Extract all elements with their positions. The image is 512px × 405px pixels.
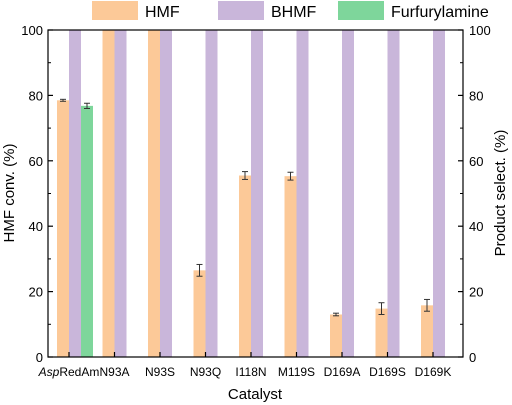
error-bar-hmf-d169k (424, 298, 430, 312)
x-tick-label: D169K (415, 365, 452, 379)
x-axis-ticks: AspRedAm N93A N93S N93Q I118N M119S D169A D169S… (38, 352, 452, 379)
x-tick-label: I118N (235, 365, 266, 379)
bar-bhmf-d169s (387, 30, 400, 357)
right-tick-label: 20 (469, 285, 483, 300)
legend-item-bhmf: BHMF (218, 1, 317, 21)
bar-hmf-n93a (102, 30, 115, 357)
x-tick-label: D169A (324, 365, 361, 379)
bar-hmf-d169s (375, 308, 388, 357)
x-tick-label: N93A (99, 365, 129, 379)
bar-bhmf-m119s (296, 30, 309, 357)
legend-item-hmf: HMF (92, 1, 180, 21)
legend-swatch (218, 1, 264, 20)
x-tick-label: AspRedAm (38, 365, 100, 379)
bar-hmf-aspredam (57, 100, 69, 358)
left-tick-label: 0 (36, 350, 43, 365)
bar-bhmf-i118n (251, 30, 263, 357)
legend-item-furfurylamine: Furfurylamine (338, 1, 489, 21)
bar-bhmf-d169k (433, 30, 445, 357)
bars (57, 30, 445, 358)
legend-swatch (92, 1, 138, 20)
left-axis-ticks: 0 20 40 60 80 100 (21, 23, 53, 365)
bar-bhmf-d169a (342, 30, 354, 357)
left-tick-label: 40 (29, 219, 43, 234)
right-tick-label: 100 (469, 23, 491, 38)
bar-bhmf-n93s (160, 30, 172, 357)
error-bar-hmf-aspredam (60, 98, 66, 102)
right-tick-label: 40 (469, 219, 483, 234)
bar-hmf-i118n (239, 175, 251, 357)
error-bar-hmf-n93q (196, 263, 203, 277)
error-bar-furfurylamine-aspredam (84, 102, 90, 109)
right-tick-label: 60 (469, 154, 483, 169)
right-tick-label: 80 (469, 88, 483, 103)
error-bars (60, 98, 430, 317)
y-axis-label: HMF conv. (%) (1, 144, 18, 243)
error-bar-hmf-d169a (333, 312, 339, 317)
left-tick-label: 80 (29, 88, 43, 103)
y2-axis-label: Product select. (%) (492, 130, 509, 257)
left-tick-label: 20 (29, 285, 43, 300)
bar-hmf-m119s (284, 176, 297, 357)
bar-bhmf-aspredam (69, 30, 81, 357)
x-tick-label: D169S (369, 365, 406, 379)
error-bar-hmf-i118n (242, 171, 248, 180)
legend-label: Furfurylamine (391, 4, 489, 21)
bar-furfurylamine-aspredam (81, 105, 93, 357)
error-bar-hmf-m119s (287, 171, 294, 181)
x-axis-label: Catalyst (228, 386, 283, 403)
legend-swatch (338, 1, 384, 20)
x-tick-label: M119S (278, 365, 315, 379)
legend: HMF BHMF Furfurylamine (92, 1, 489, 21)
left-tick-label: 60 (29, 154, 43, 169)
x-tick-label: N93S (145, 365, 175, 379)
bar-hmf-n93s (148, 30, 160, 357)
bar-hmf-n93q (193, 270, 206, 357)
left-tick-label: 100 (21, 23, 43, 38)
right-tick-label: 0 (469, 350, 476, 365)
right-axis-ticks: 0 20 40 60 80 100 (458, 23, 491, 365)
legend-label: HMF (145, 4, 180, 21)
error-bar-hmf-d169s (378, 302, 385, 315)
bar-hmf-d169a (330, 314, 342, 357)
bar-hmf-d169k (421, 305, 433, 357)
bar-bhmf-n93a (114, 30, 127, 357)
x-tick-label: N93Q (190, 365, 221, 379)
bar-bhmf-n93q (205, 30, 218, 357)
legend-label: BHMF (271, 4, 317, 21)
